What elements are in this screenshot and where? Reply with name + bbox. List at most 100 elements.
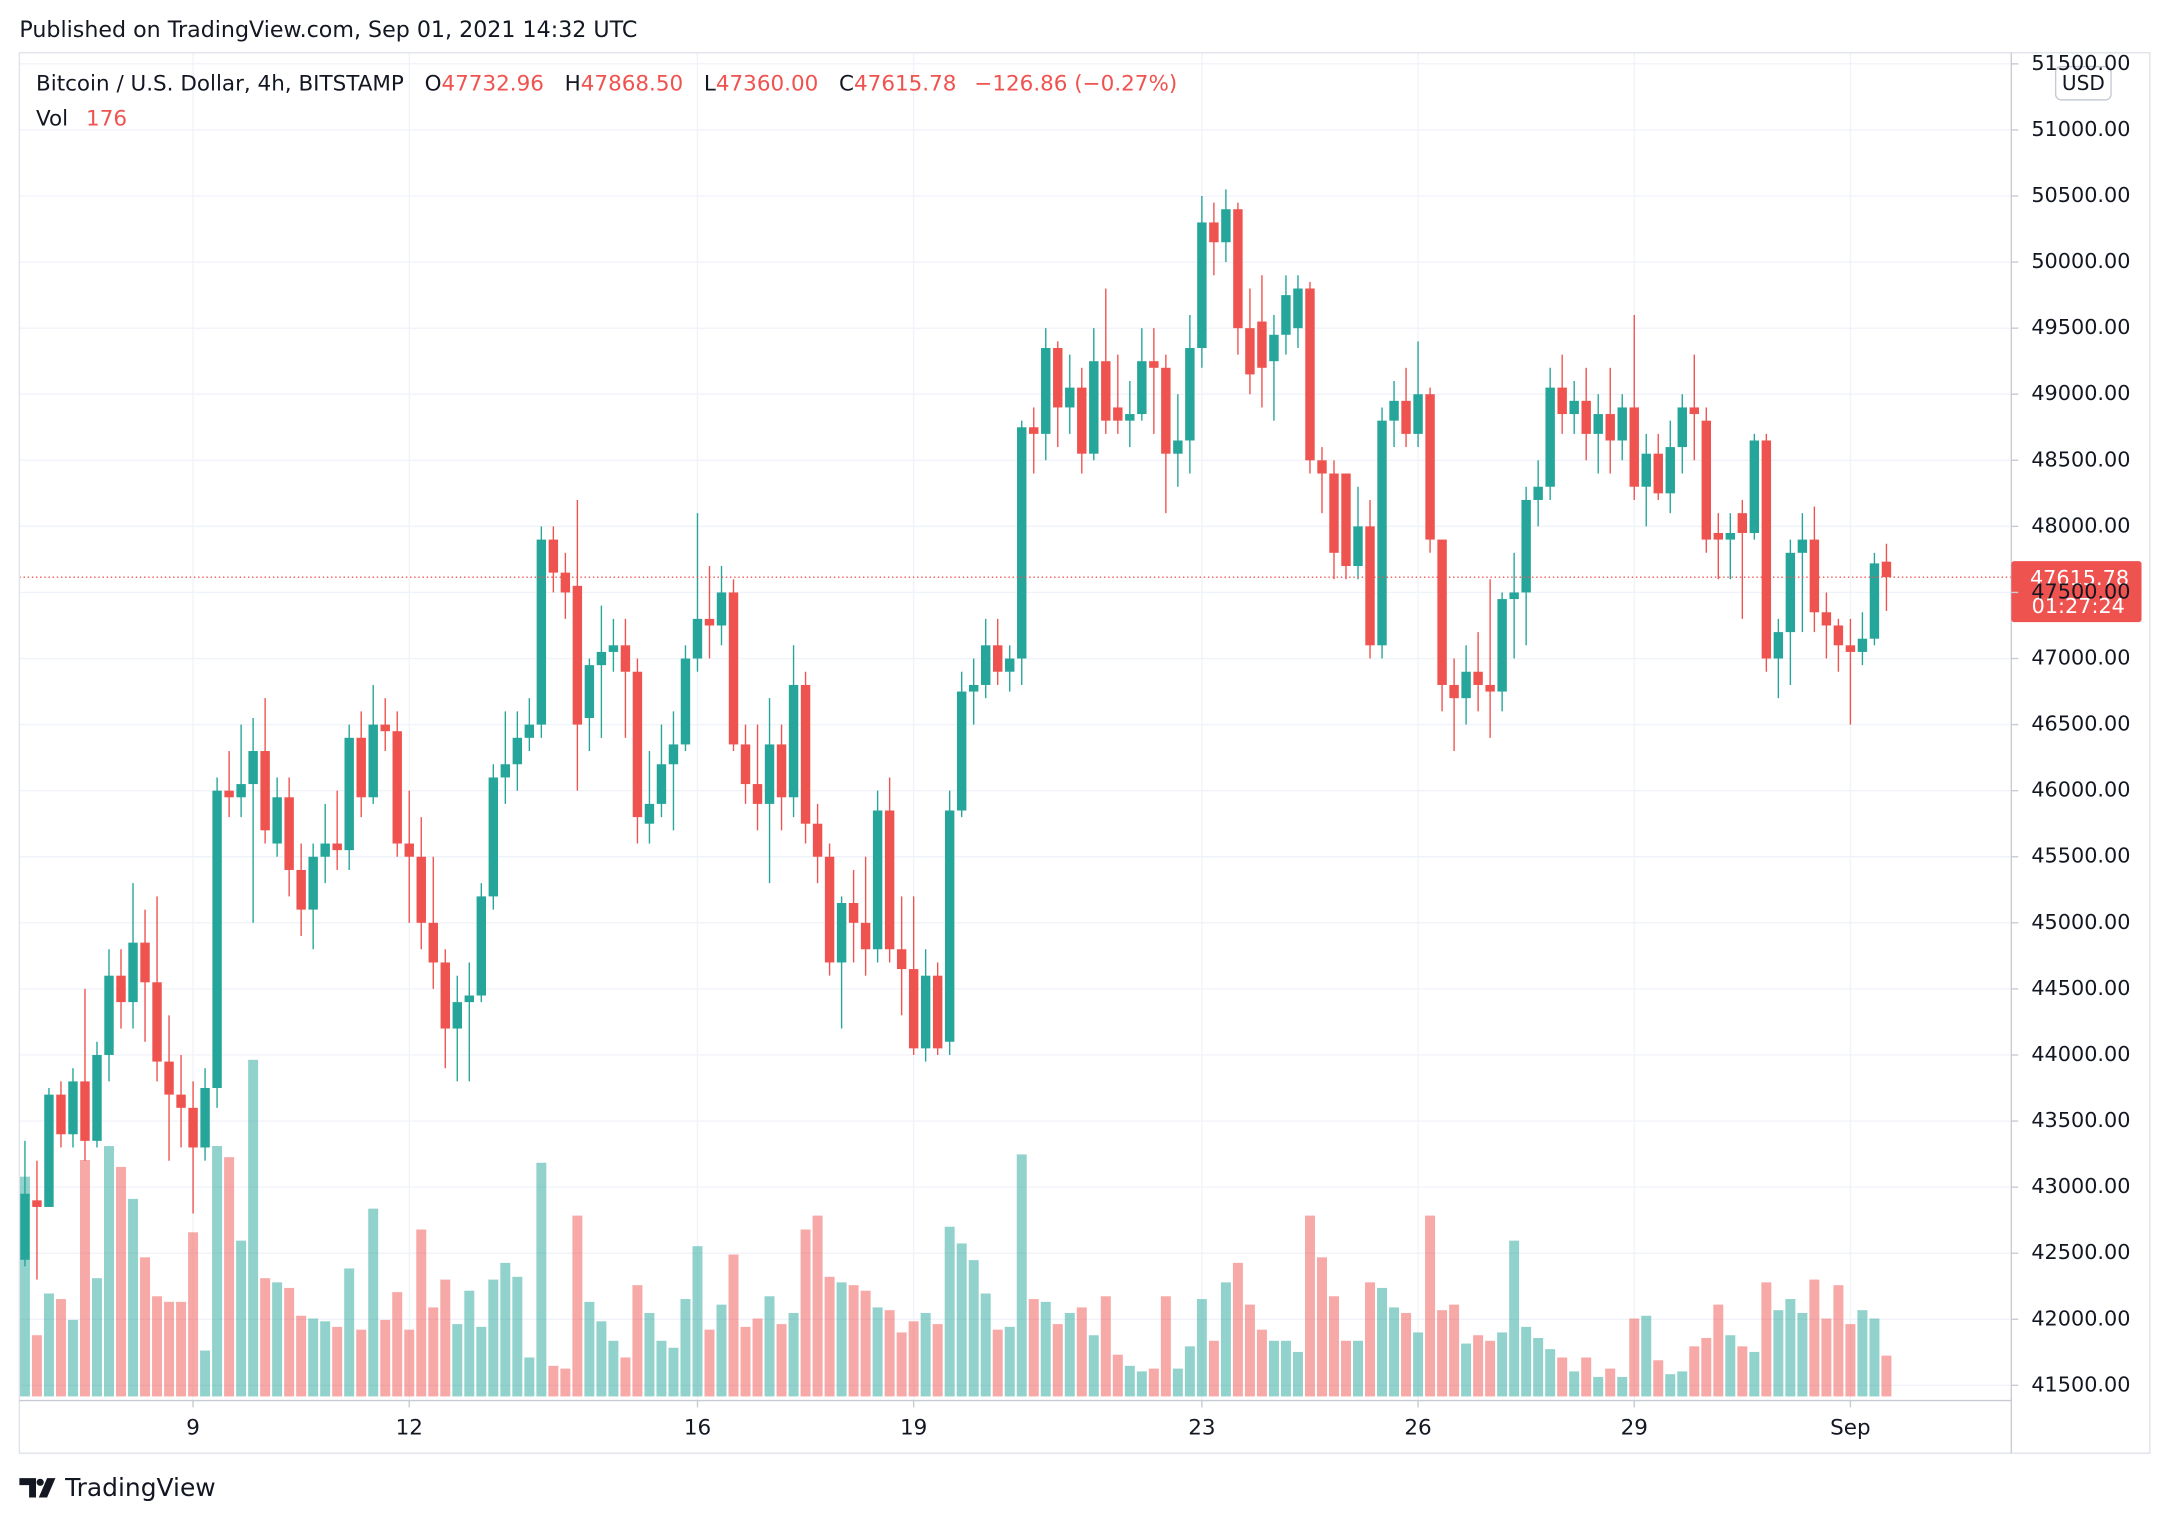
volume-bar (536, 1162, 547, 1397)
candle-body (812, 823, 823, 857)
candle-body (428, 922, 438, 963)
candle-body (1701, 420, 1712, 540)
volume-bar (644, 1312, 655, 1397)
volume-bar (55, 1299, 66, 1397)
volume-bar (848, 1285, 859, 1397)
volume-bar (1677, 1371, 1688, 1397)
candle-body (1737, 513, 1748, 533)
volume-bar (152, 1296, 163, 1397)
volume-bar (1857, 1310, 1868, 1397)
volume-bar (92, 1278, 102, 1397)
candle-body (560, 572, 571, 593)
candle-body (1185, 347, 1195, 441)
open-label: O (425, 72, 442, 97)
volume-bar (428, 1307, 439, 1397)
volume-bar (176, 1301, 187, 1397)
y-tick-label: 51500.00 (2031, 51, 2130, 75)
candle-body (512, 737, 523, 765)
candle-body (476, 896, 487, 996)
volume-bar (1004, 1326, 1015, 1397)
candle-body (1521, 499, 1531, 593)
volume-bar (512, 1276, 523, 1397)
candle-body (284, 797, 294, 870)
candle-body (680, 658, 691, 745)
candle-body (1209, 222, 1219, 243)
candle-body (1473, 671, 1483, 685)
volume-bar (1461, 1343, 1472, 1397)
candle-body (1245, 328, 1255, 375)
candle-body (188, 1107, 198, 1148)
volume-bar (1341, 1340, 1351, 1397)
volume-legend: Vol 176 (36, 106, 127, 131)
candle-body (236, 784, 246, 798)
candle-body (1089, 361, 1099, 454)
candle-body (1833, 625, 1844, 646)
volume-bar (1052, 1324, 1063, 1397)
candle-body (1809, 539, 1820, 613)
symbol: Bitcoin / U.S. Dollar, 4h, BITSTAMP (36, 72, 404, 97)
volume-bar (1124, 1365, 1135, 1397)
volume-bar (1220, 1282, 1231, 1397)
candle-body (404, 843, 414, 857)
candle-body (836, 902, 847, 963)
candle-body (104, 975, 114, 1055)
candle-body (296, 869, 306, 910)
candle-body (1761, 440, 1772, 659)
volume-bar (1016, 1154, 1027, 1397)
volume-bar (416, 1229, 427, 1397)
volume-bar (1304, 1215, 1315, 1397)
candle-body (668, 744, 679, 765)
volume-bar (1088, 1335, 1099, 1397)
candle-body (92, 1054, 102, 1141)
close-label: C (839, 72, 854, 97)
candle-body (1329, 473, 1339, 553)
candle-body (848, 902, 859, 923)
candle-body (116, 975, 126, 1003)
candle-body (140, 942, 150, 983)
x-tick-label: 12 (396, 1415, 423, 1440)
volume-bar (668, 1347, 679, 1397)
x-tick-label: 26 (1404, 1415, 1431, 1440)
volume-bar (776, 1324, 787, 1397)
candle-body (1533, 486, 1543, 500)
volume-bar (356, 1329, 367, 1397)
volume-bar (1353, 1340, 1363, 1397)
candle-body (1485, 684, 1495, 692)
candle-body (632, 671, 643, 818)
volume-bar (272, 1282, 283, 1397)
candle-body (1029, 427, 1039, 434)
currency-button[interactable] (2054, 65, 2112, 101)
volume-bar (692, 1246, 703, 1397)
candle-body (44, 1094, 54, 1207)
candle-body (200, 1088, 210, 1148)
volume-bar (188, 1232, 199, 1397)
candle-body (932, 975, 943, 1049)
volume-bar (932, 1324, 943, 1397)
volume-bar (236, 1240, 247, 1397)
volume-bar (812, 1215, 823, 1397)
candle-body (1653, 453, 1663, 494)
currency[interactable]: USD (2062, 71, 2105, 95)
candle-body (1173, 440, 1183, 454)
volume-bar (1136, 1371, 1147, 1397)
y-tick-label: 48500.00 (2031, 447, 2130, 471)
candle-body (260, 751, 270, 831)
candle-body (1857, 638, 1868, 652)
volume-bar (116, 1166, 126, 1397)
candle-body (968, 684, 979, 692)
volume-bar (1701, 1338, 1712, 1397)
candle-body (752, 784, 763, 804)
candle-body (1293, 288, 1303, 329)
volume-bar (860, 1290, 871, 1397)
volume-bar (788, 1312, 799, 1397)
candle-body (32, 1200, 42, 1207)
candle-body (608, 645, 619, 652)
volume-bar (680, 1299, 691, 1397)
volume-bar (476, 1326, 487, 1397)
volume-bar (572, 1215, 583, 1397)
volume-bar (1713, 1304, 1724, 1397)
candle-body (1053, 347, 1063, 408)
volume-bar (1208, 1340, 1219, 1397)
candle-body (1389, 400, 1399, 421)
volume-bar (608, 1340, 619, 1397)
